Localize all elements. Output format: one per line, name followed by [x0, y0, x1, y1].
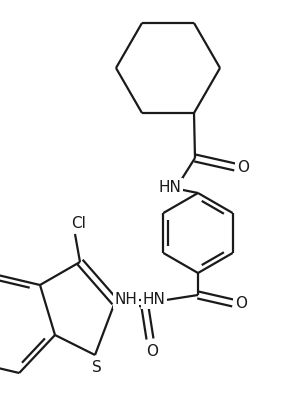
Text: O: O — [237, 160, 249, 174]
Text: O: O — [146, 343, 158, 358]
Text: NH: NH — [114, 292, 137, 307]
Text: S: S — [92, 360, 102, 375]
Text: Cl: Cl — [72, 217, 86, 231]
Text: HN: HN — [159, 180, 182, 195]
Text: O: O — [235, 296, 247, 310]
Text: HN: HN — [143, 292, 165, 307]
